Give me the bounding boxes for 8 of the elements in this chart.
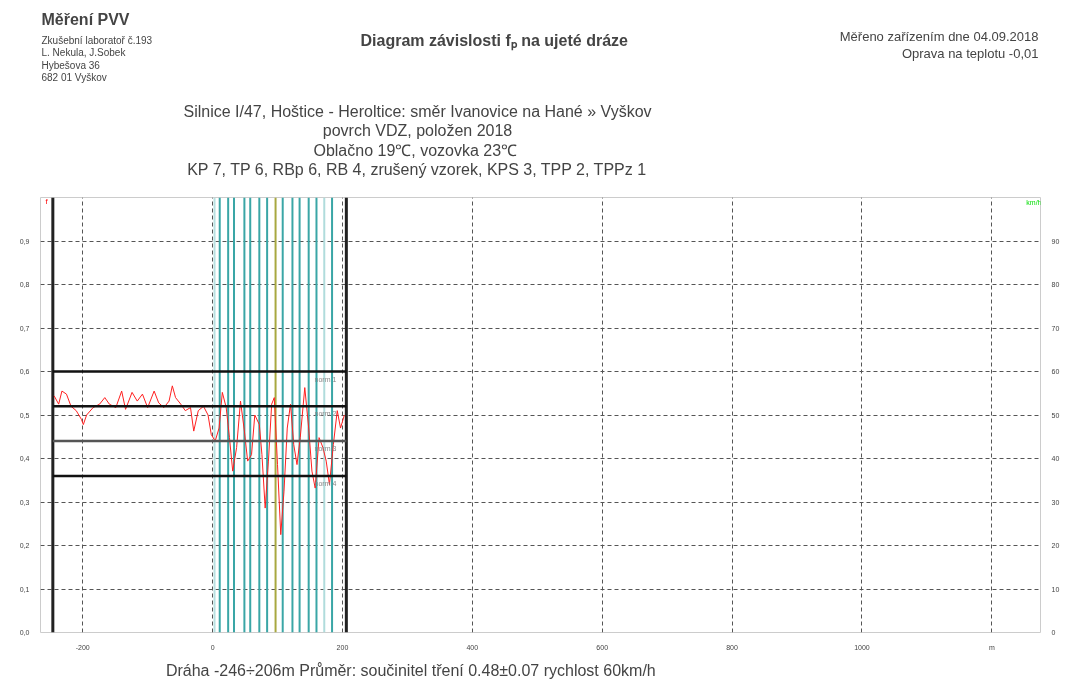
text: Měření PVV bbox=[41, 10, 130, 28]
chart-subtitle: Silnice I/47, Hoštice - Heroltice: směr Ivanovice na Hané » Vyškov povrch VDZ, položen 2018 Oblačno 19℃, vozovka 23℃ KP 7, TP 6, RBp 6, RB 4, zrušený vzorek, KPS 3, TPP 2, TPPz 1 bbox=[183, 102, 652, 179]
y-axis-title: f bbox=[45, 196, 49, 206]
text: Zkušební laboratoř č.193 L. Nekula, J.Sobek Hybešova 36 682 01 Vyškov bbox=[41, 34, 153, 84]
chart-title: Diagram závislosti fₚ na ujeté dráze bbox=[360, 31, 629, 51]
text: Dráha -246÷206m Průměr: součinitel tření 0.48±0.07 rychlost 60km/h bbox=[165, 661, 656, 679]
text: Měřeno zařízením dne 04.09.2018 Oprava na teplotu -0,01 bbox=[839, 28, 1039, 61]
line-series bbox=[53, 385, 345, 536]
